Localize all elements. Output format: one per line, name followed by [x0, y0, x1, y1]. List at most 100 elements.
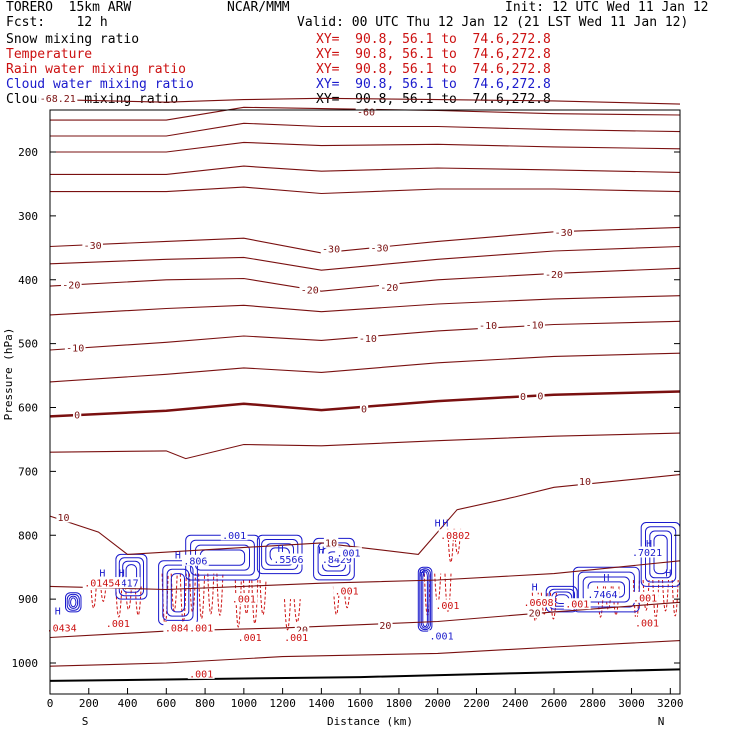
x-tick-label: 3000	[618, 697, 645, 710]
high-marker: H	[278, 544, 284, 555]
isotherm-label-bg	[73, 409, 82, 421]
legend-snow: Snow mixing ratio	[6, 32, 140, 47]
y-tick-label: 200	[18, 146, 38, 159]
high-marker: H	[175, 550, 181, 561]
rain-contour	[243, 579, 250, 615]
isotherm-label-bg	[518, 390, 528, 402]
isotherm-label: -20	[545, 270, 563, 281]
cloud-water-label-bg	[181, 554, 209, 566]
cloud-water-label-bg	[320, 553, 354, 565]
x-tick-label: 800	[195, 697, 215, 710]
x-tick-label: 0	[47, 697, 54, 710]
rain-label-bg	[163, 621, 197, 633]
rain-label: .001	[565, 600, 589, 611]
rain-label: .001	[232, 595, 256, 606]
y-axis-label: Pressure (hPa)	[2, 328, 15, 421]
isotherm-label: 10	[579, 477, 591, 488]
cloud-water-contour	[577, 571, 635, 608]
isotherm-m40	[50, 165, 681, 175]
cloud-water-contour	[65, 592, 82, 613]
rain-label: .001	[635, 618, 659, 629]
rain-contour	[642, 579, 650, 611]
isotherm-20	[49, 601, 681, 639]
rain-contour	[671, 579, 679, 617]
isotherm-label: 20	[379, 621, 391, 632]
isotherm-m15	[49, 295, 681, 316]
isotherm-m50	[50, 122, 681, 137]
x-tick-label: 1400	[308, 697, 335, 710]
isotherm-label-bg	[357, 332, 379, 344]
isotherm-label: 0	[74, 411, 80, 422]
cloud-water-label: .806	[183, 556, 207, 567]
isotherm-label: -30	[371, 243, 389, 254]
rain-contour	[293, 599, 301, 623]
isotherm-label-bg	[378, 619, 393, 631]
isotherm-label-bg	[553, 226, 574, 238]
y-tick-label: 900	[18, 593, 38, 606]
high-marker: H	[419, 568, 425, 579]
rain-label: .0434	[47, 623, 77, 634]
rain-label: .0608	[523, 598, 553, 609]
isotherm-5	[49, 432, 681, 460]
isotherm-label-bg	[527, 607, 542, 619]
terrain	[49, 668, 681, 682]
cloud-water-label: .5417	[109, 579, 139, 590]
x-tick-label: 1800	[386, 697, 413, 710]
x-axis-label: Distance (km)	[327, 715, 413, 728]
isotherm-label-bg	[369, 241, 390, 253]
y-tick-label: 600	[18, 402, 38, 415]
legend-temperature: Temperature	[6, 47, 93, 62]
x-tick-label: 1600	[347, 697, 374, 710]
cloud-water-cell	[65, 592, 82, 613]
rain-cell	[115, 586, 142, 618]
cloud-water-contour	[122, 560, 141, 593]
rain-contour	[447, 528, 455, 563]
rain-label-bg	[563, 598, 591, 610]
model-name: TORERO 15km ARW	[6, 0, 132, 15]
cloud-water-label: .5566	[273, 555, 303, 566]
cloud-water-contour	[162, 564, 194, 621]
high-marker: H	[119, 568, 125, 579]
cloud-water-contour	[417, 566, 433, 632]
isotherm-label: 20	[529, 609, 541, 620]
left-endpoint-label: S	[82, 715, 89, 728]
isotherm-label: -30	[84, 241, 102, 252]
cloud-water-label: .001	[430, 632, 454, 643]
plot-frame	[49, 109, 681, 695]
legend-rain-xy: XY= 90.8, 56.1 to 74.6,272.8	[316, 62, 551, 77]
cloud-water-contour	[420, 569, 430, 629]
isotherm-label: -60	[357, 107, 375, 118]
organization: NCAR/MMM	[227, 0, 290, 15]
cloud-water-label: .7464	[587, 590, 617, 601]
cloud-water-contours	[65, 522, 681, 632]
cloud-water-contour	[166, 568, 190, 617]
forecast-hour: Fcst: 12 h	[6, 15, 108, 30]
rain-label-bg	[187, 667, 215, 679]
cloud-water-label: .001	[336, 549, 360, 560]
rain-contour	[216, 573, 224, 616]
rain-label-bg	[104, 617, 132, 629]
isotherm-m45	[50, 141, 681, 153]
rain-label-bg	[45, 621, 79, 633]
y-tick-label: 300	[18, 210, 38, 223]
isotherm-m55	[50, 106, 681, 121]
isotherm-label-bg	[543, 268, 565, 280]
high-marker: H	[442, 518, 448, 529]
isotherm-label: -30	[555, 228, 573, 239]
cloud-water-contour	[118, 557, 145, 597]
rain-label: .0802	[440, 531, 470, 542]
isotherm-label: -20	[380, 283, 398, 294]
isotherm-label: 0	[361, 404, 367, 415]
legend-cloud-water-xy: XY= 90.8, 56.1 to 74.6,272.8	[316, 77, 551, 92]
isotherm-label-bg	[38, 92, 78, 104]
rain-label-bg	[333, 584, 360, 596]
rain-label-bg	[633, 616, 661, 628]
high-marker: H	[435, 518, 441, 529]
isotherm-label-bg	[359, 402, 369, 414]
isotherm-label: 10	[325, 538, 337, 549]
legend-cloud-water: Cloud water mixing ratio	[6, 77, 194, 92]
y-tick-label: 400	[18, 274, 38, 287]
rain-label: .001	[106, 619, 130, 630]
isotherm-15	[49, 560, 681, 591]
terrain-line	[49, 668, 681, 682]
